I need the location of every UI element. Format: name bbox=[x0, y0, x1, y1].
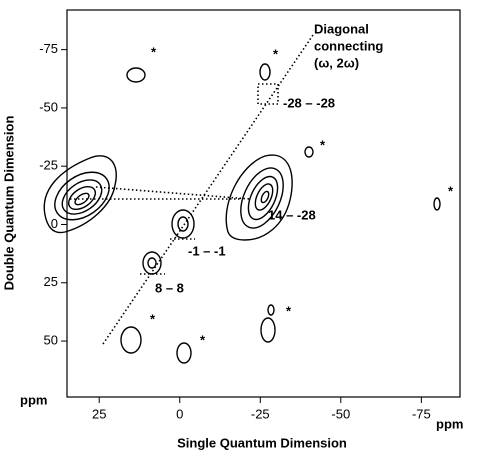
annotation: * bbox=[273, 46, 279, 61]
contour bbox=[54, 171, 110, 221]
contour bbox=[43, 155, 117, 234]
guides bbox=[70, 34, 314, 345]
annotation: -28 – -28 bbox=[283, 95, 335, 110]
x-tick-label: -75 bbox=[412, 406, 431, 421]
diagonal-label: (ω, 2ω) bbox=[314, 55, 359, 70]
contour bbox=[433, 197, 441, 211]
y-tick-label: -50 bbox=[39, 99, 58, 114]
contour bbox=[171, 209, 195, 239]
connector bbox=[95, 186, 251, 200]
contour bbox=[120, 326, 142, 354]
contour bbox=[260, 317, 276, 343]
annotation: * bbox=[200, 332, 206, 347]
contour bbox=[267, 304, 275, 316]
contour bbox=[74, 192, 90, 206]
contour bbox=[177, 216, 189, 232]
contours bbox=[43, 63, 441, 364]
x-tick-label: 25 bbox=[92, 406, 106, 421]
annotation: 14 – -28 bbox=[268, 207, 316, 222]
y-tick-label: -25 bbox=[39, 158, 58, 173]
y-tick-label: -75 bbox=[39, 41, 58, 56]
contour bbox=[259, 63, 271, 81]
contour bbox=[260, 190, 270, 204]
contour bbox=[247, 175, 279, 221]
x-tick-label: 0 bbox=[176, 406, 183, 421]
annotation: * bbox=[286, 303, 292, 318]
contour bbox=[147, 257, 157, 269]
annotation: * bbox=[151, 44, 157, 59]
contour bbox=[61, 179, 103, 215]
diagonal-label: connecting bbox=[314, 38, 383, 53]
x-unit: ppm bbox=[436, 416, 463, 431]
plot-frame bbox=[66, 9, 461, 398]
y-axis-label: Double Quantum Dimension bbox=[1, 116, 16, 291]
y-tick-label: 50 bbox=[44, 332, 58, 347]
contour bbox=[176, 342, 192, 364]
contour bbox=[126, 67, 146, 83]
x-tick-label: -50 bbox=[331, 406, 350, 421]
y-tick-label: 0 bbox=[51, 216, 58, 231]
annotation: * bbox=[320, 137, 326, 152]
annotation: -1 – -1 bbox=[188, 243, 226, 258]
diagonal-label: Diagonal bbox=[314, 21, 369, 36]
annotation: * bbox=[150, 311, 156, 326]
correlation-box bbox=[257, 83, 279, 105]
x-tick-label: -25 bbox=[251, 406, 270, 421]
contour bbox=[254, 183, 274, 211]
contour bbox=[304, 146, 314, 158]
contour bbox=[240, 167, 284, 229]
contour bbox=[67, 185, 97, 211]
y-tick-label: 25 bbox=[44, 274, 58, 289]
annotation: * bbox=[448, 183, 454, 198]
y-unit: ppm bbox=[20, 392, 47, 407]
x-axis-label: Single Quantum Dimension bbox=[177, 435, 347, 450]
contour bbox=[225, 154, 293, 241]
annotation: 8 – 8 bbox=[155, 280, 184, 295]
